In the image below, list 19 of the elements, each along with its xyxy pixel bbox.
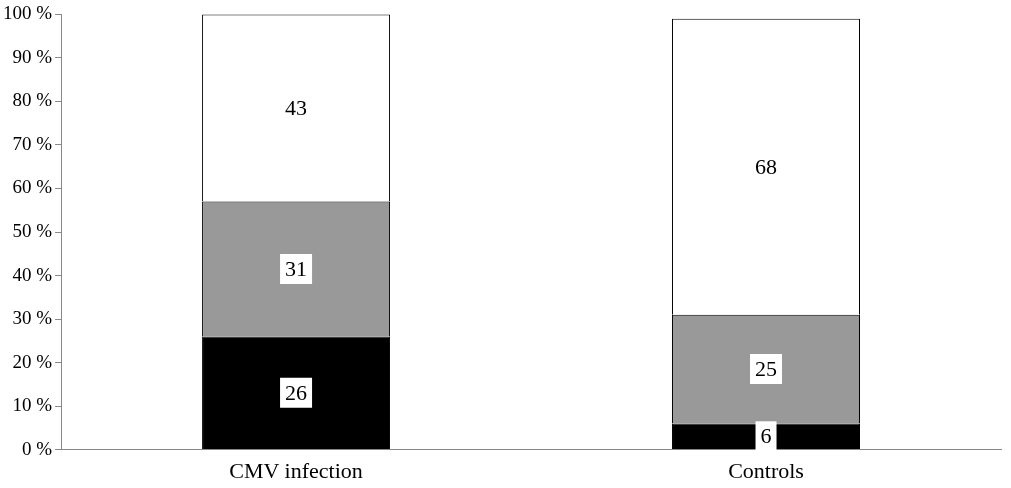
y-tick-label: 80 % — [12, 89, 53, 111]
y-tick-label: 60 % — [12, 176, 53, 198]
data-label: 6 — [760, 423, 772, 449]
y-tick-label: 50 % — [12, 219, 53, 241]
x-tick-label: Controls — [728, 457, 804, 483]
data-label: 43 — [285, 94, 308, 120]
data-label: 31 — [285, 255, 308, 281]
data-label: 25 — [755, 355, 778, 381]
y-tick-label: 10 % — [12, 394, 53, 416]
y-tick-label: 100 % — [3, 2, 53, 24]
data-label: 68 — [755, 153, 778, 179]
y-tick-label: 30 % — [12, 307, 53, 329]
x-tick-label: CMV infection — [229, 457, 363, 483]
y-tick-label: 40 % — [12, 263, 53, 285]
y-tick-label: 20 % — [12, 350, 53, 372]
y-tick-label: 0 % — [22, 437, 53, 459]
y-tick-label: 70 % — [12, 132, 53, 154]
y-tick-label: 90 % — [12, 45, 53, 67]
data-label: 26 — [285, 379, 308, 405]
